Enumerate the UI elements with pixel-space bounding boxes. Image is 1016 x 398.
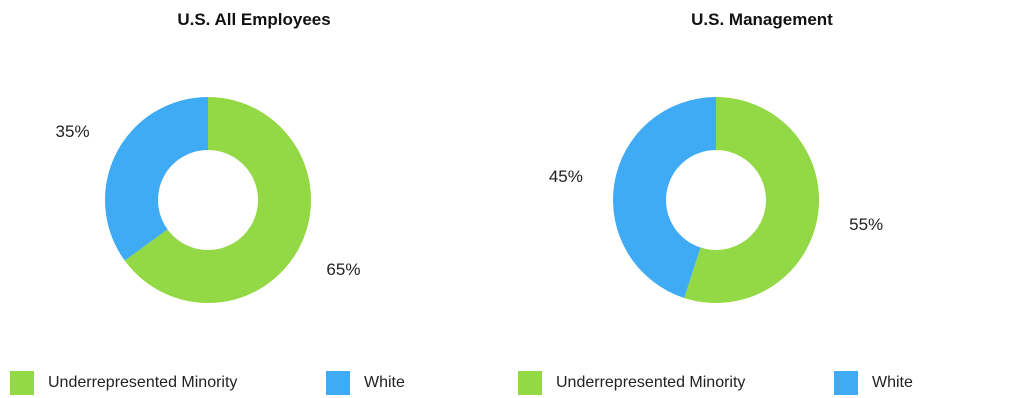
legend-item-white[interactable]: White	[834, 370, 913, 396]
legend-swatch-white	[834, 371, 858, 395]
chart-all-employees: U.S. All Employees 65% 35% Underrepresent…	[0, 10, 508, 396]
slice-value-label-white: 35%	[56, 122, 90, 141]
legend-swatch-underrepresented-minority	[10, 371, 34, 395]
chart-title: U.S. All Employees	[177, 10, 331, 29]
legend-label: Underrepresented Minority	[556, 374, 746, 391]
donut-slice-underrepresented-minority[interactable]	[124, 97, 311, 304]
legend-swatch-white	[326, 371, 350, 395]
legend-item-white[interactable]: White	[326, 370, 405, 396]
donut-slice-white[interactable]	[613, 97, 716, 298]
legend-item-underrepresented-minority[interactable]: Underrepresented Minority	[518, 370, 745, 396]
legend: Underrepresented Minority White	[0, 370, 508, 396]
chart-title: U.S. Management	[691, 10, 833, 29]
slice-value-label-underrepresented-minority: 55%	[849, 215, 883, 234]
legend-item-underrepresented-minority[interactable]: Underrepresented Minority	[10, 370, 237, 396]
chart-management: U.S. Management 55% 45% Underrepresented …	[508, 0, 1016, 398]
slice-value-label-underrepresented-minority: 65%	[326, 260, 360, 279]
donut-chart: 65% 35%	[56, 97, 360, 304]
donut-slice-white[interactable]	[105, 97, 208, 261]
donut-chart: 55% 45%	[549, 97, 883, 303]
legend-swatch-underrepresented-minority	[518, 371, 542, 395]
legend: Underrepresented Minority White	[508, 370, 1016, 396]
slice-value-label-white: 45%	[549, 167, 583, 186]
legend-label: White	[872, 374, 913, 391]
donut-slice-underrepresented-minority[interactable]	[684, 97, 819, 303]
legend-label: White	[364, 374, 405, 391]
legend-label: Underrepresented Minority	[48, 374, 238, 391]
